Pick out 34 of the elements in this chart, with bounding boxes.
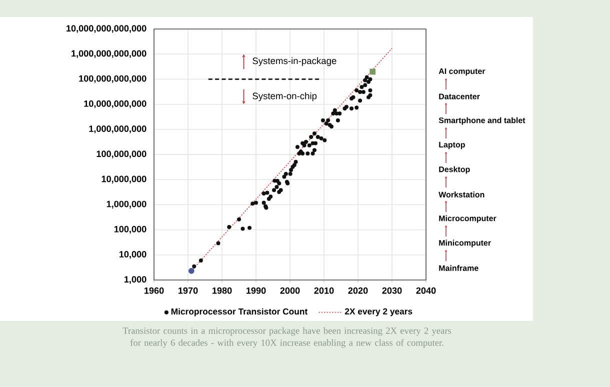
text: Desktop [439, 166, 470, 174]
x-tick-label: 2030 [382, 287, 402, 294]
annotation: Systems-in-package [252, 57, 336, 66]
text: Laptop [439, 142, 465, 150]
x-tick-label: 1970 [178, 287, 198, 294]
x-tick-label: 2000 [280, 287, 300, 294]
text: Minicomputer [439, 240, 491, 248]
y-tick-label: 10,000 [119, 251, 146, 259]
text: AI computer [438, 68, 486, 76]
text: Transistor counts in a microprocessor package have been increasing 2X every 2 years for nearly 6 decades - with every 10X increase enabling a new class of computer. [122, 327, 452, 348]
annotation: System-on-chip [252, 92, 317, 102]
text: Mainframe [439, 265, 478, 271]
text: Datacenter [439, 94, 480, 100]
legend-label: Microprocessor Transistor Count [171, 308, 308, 316]
y-tick-label: 1,000,000,000,000 [72, 50, 146, 58]
y-tick-label: 10,000,000 [102, 176, 146, 184]
text: Smartphone and tablet [438, 117, 526, 125]
y-tick-label: 1,000,000,000 [89, 126, 146, 134]
y-tick-label: 100,000 [114, 226, 146, 234]
x-tick-label: 1960 [144, 287, 164, 294]
x-tick-label: 1980 [212, 287, 232, 294]
legend-label: 2X every 2 years [344, 308, 412, 316]
x-tick-label: 2010 [314, 287, 334, 294]
y-tick-label: 1,000 [124, 276, 146, 284]
x-tick-label: 2040 [416, 287, 436, 294]
x-tick-label: 2020 [348, 287, 368, 294]
text: Workstation [438, 192, 484, 198]
y-tick-label: 100,000,000 [96, 150, 146, 158]
y-tick-label: 10,000,000,000,000 [66, 25, 146, 33]
y-tick-label: 10,000,000,000 [84, 100, 146, 108]
y-tick-label: 1,000,000 [106, 200, 146, 209]
y-tick-label: 100,000,000,000 [79, 75, 146, 84]
x-tick-label: 1990 [246, 287, 266, 294]
text: Microcomputer [439, 215, 496, 223]
